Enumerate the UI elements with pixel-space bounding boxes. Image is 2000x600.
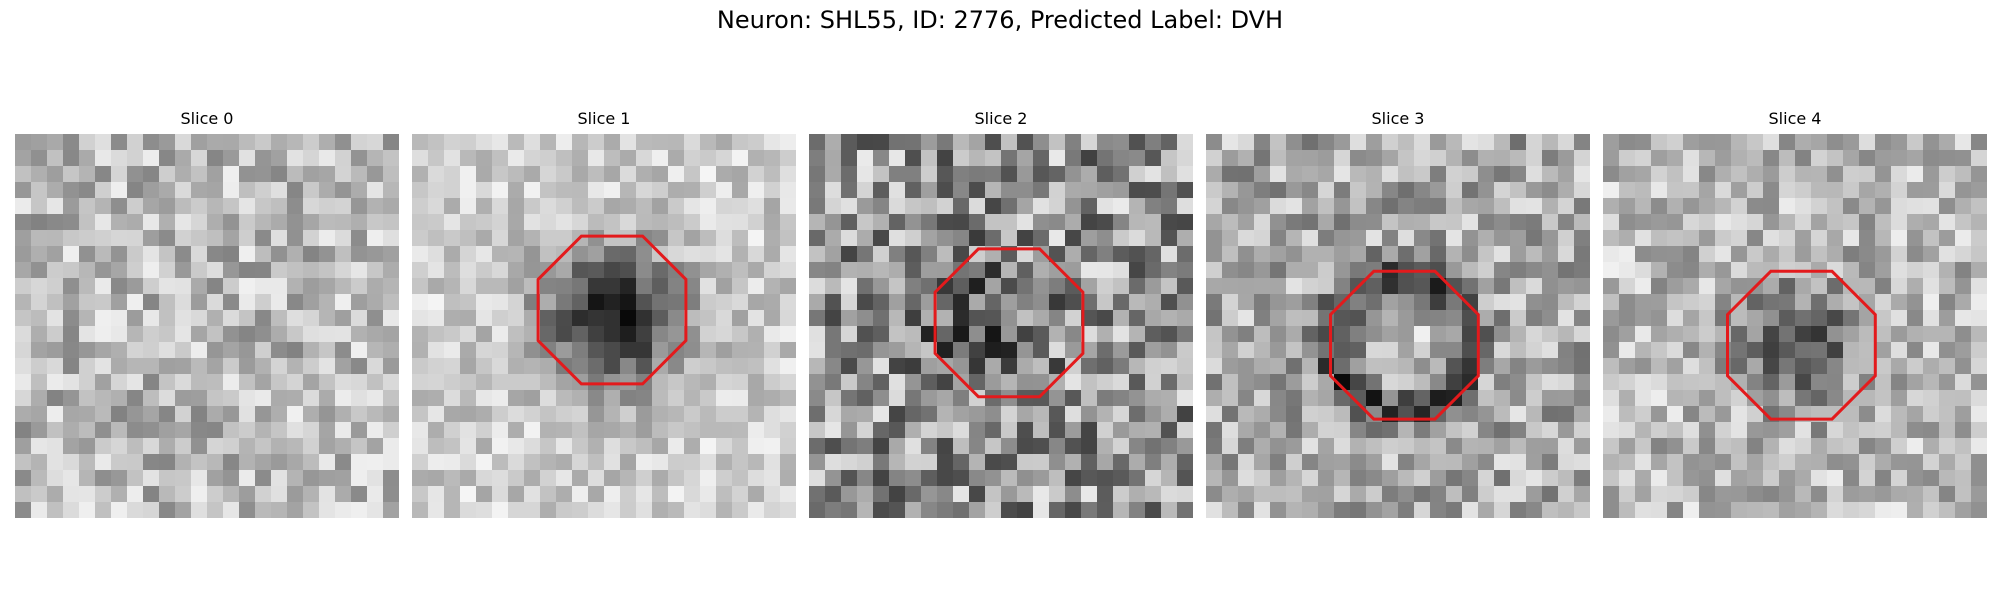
slice-panel-3: Slice 3 — [1206, 108, 1590, 518]
roi-outline — [1329, 269, 1480, 421]
slice-panel-4: Slice 4 — [1603, 108, 1987, 518]
slice-title: Slice 3 — [1371, 109, 1425, 128]
figure-title: Neuron: SHL55, ID: 2776, Predicted Label… — [716, 6, 1284, 34]
slice-panel-2: Slice 2 — [809, 108, 1193, 518]
slice-image-1 — [412, 134, 796, 518]
roi-outline — [1726, 269, 1877, 421]
slice-title: Slice 1 — [577, 109, 631, 128]
roi-outline — [933, 247, 1085, 399]
slice-panel-0: Slice 0 — [15, 108, 399, 518]
slice-title: Slice 2 — [974, 109, 1028, 128]
slice-title: Slice 0 — [180, 109, 234, 128]
slice-image-4 — [1603, 134, 1987, 518]
slice-image-3 — [1206, 134, 1590, 518]
roi-outline — [536, 234, 688, 386]
slice-title: Slice 4 — [1768, 109, 1822, 128]
slice-panel-1: Slice 1 — [412, 108, 796, 518]
slice-image-2 — [809, 134, 1193, 518]
slice-image-0 — [15, 134, 399, 518]
